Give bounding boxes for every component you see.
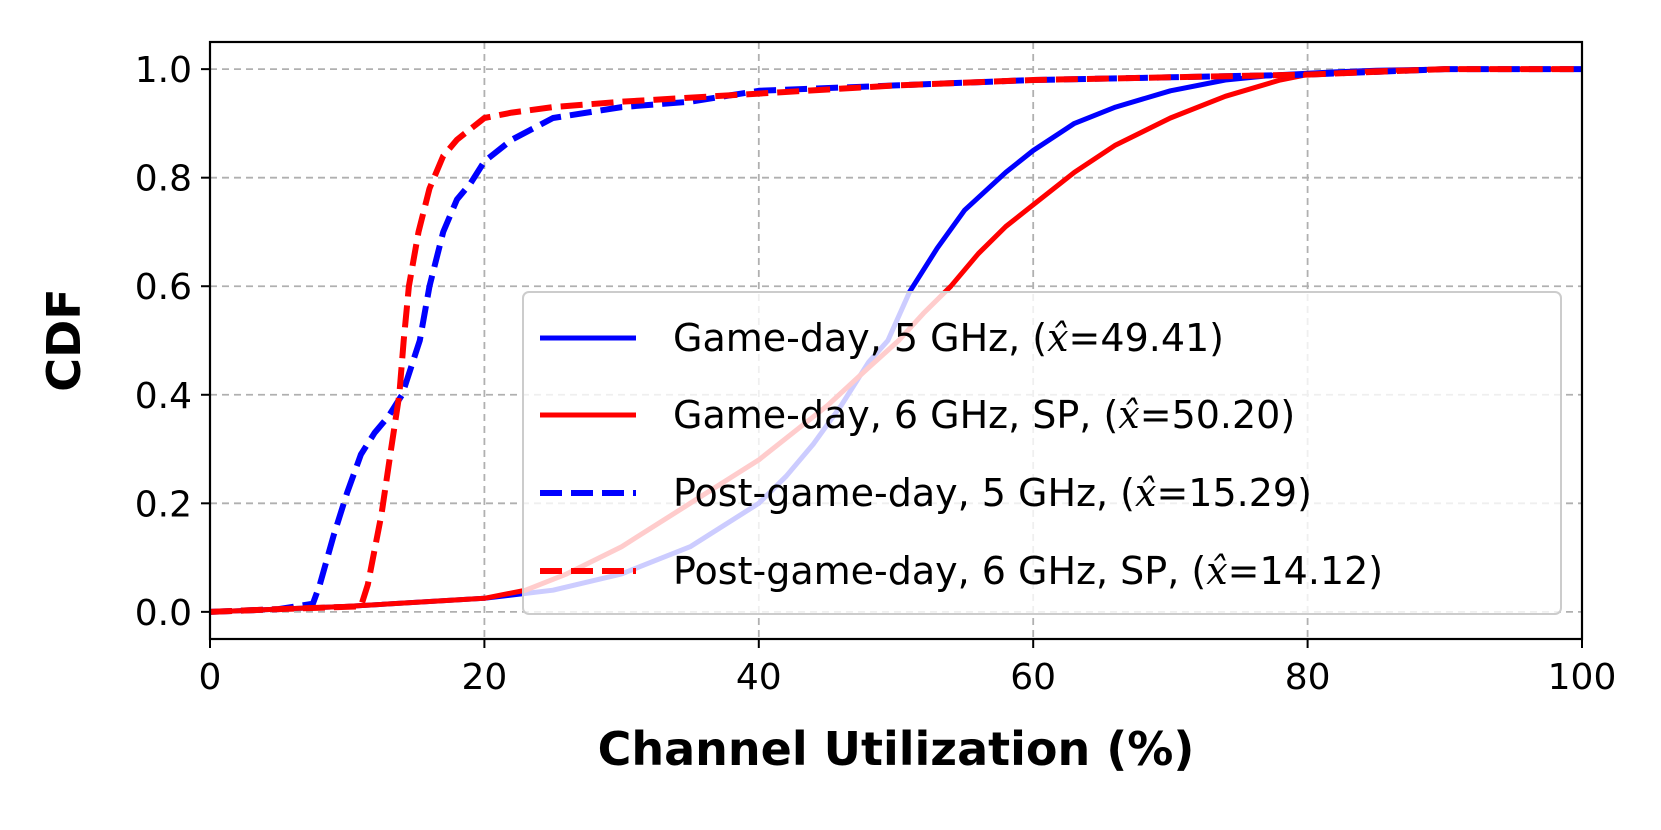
legend-label-2: Game-day, 6 GHz, SP, (x̂=50.20) [673,393,1295,437]
legend-label-variable: x̂ [1135,471,1156,515]
legend-box [522,291,1562,615]
legend-label-suffix: =49.41) [1069,316,1224,360]
legend-label-prefix: Game-day, 5 GHz, ( [673,316,1047,360]
legend-label-3: Post-game-day, 5 GHz, (x̂=15.29) [673,471,1312,515]
legend-label-prefix: Game-day, 6 GHz, SP, ( [673,393,1118,437]
y-tick-label: 0.8 [135,159,192,200]
legend-label-prefix: Post-game-day, 6 GHz, SP, ( [673,549,1206,593]
legend-label-4: Post-game-day, 6 GHz, SP, (x̂=14.12) [673,549,1383,593]
legend-entries: Game-day, 5 GHz, (x̂=49.41)Game-day, 6 G… [540,316,1383,593]
legend-label-suffix: =15.29) [1156,471,1311,515]
x-tick-label: 40 [736,657,782,698]
y-tick-label: 0.0 [135,593,192,634]
x-tick-label: 60 [1010,657,1056,698]
legend-label-variable: x̂ [1118,393,1139,437]
legend-label-variable: x̂ [1206,549,1227,593]
x-tick-label: 20 [461,657,507,698]
legend-label-variable: x̂ [1047,316,1068,360]
legend-label-suffix: =50.20) [1140,393,1295,437]
y-tick-label: 1.0 [135,50,192,91]
legend-label-suffix: =14.12) [1228,549,1383,593]
y-axis-label: CDF [37,288,91,391]
x-tick-label: 100 [1548,657,1617,698]
axis-ticks: 0 20 40 60 80 100 0.0 0.2 0.4 0.6 0.8 1.0 [135,50,1617,698]
series-line-4 [209,66,1582,615]
legend-label-1: Game-day, 5 GHz, (x̂=49.41) [673,316,1224,360]
y-tick-label: 0.6 [135,267,192,308]
y-tick-label: 0.4 [135,376,192,417]
plot-frame [208,40,1584,641]
x-tick-label: 80 [1285,657,1331,698]
x-tick-label: 0 [199,657,222,698]
legend-label-prefix: Post-game-day, 5 GHz, ( [673,471,1135,515]
x-axis-label: Channel Utilization (%) [598,722,1195,776]
legend: Game-day, 5 GHz, (x̂=49.41)Game-day, 6 G… [522,291,1562,615]
y-tick-label: 0.2 [135,484,192,525]
series-line-3 [209,66,1582,615]
